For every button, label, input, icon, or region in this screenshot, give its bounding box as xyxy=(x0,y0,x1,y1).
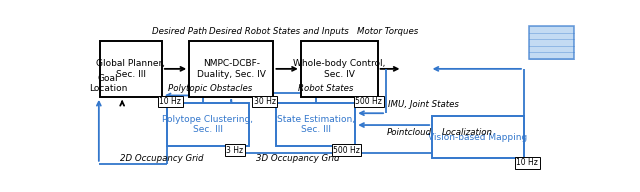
FancyBboxPatch shape xyxy=(167,103,249,146)
Text: Robot States: Robot States xyxy=(298,84,354,93)
FancyBboxPatch shape xyxy=(432,116,524,158)
Text: Vision-based Mapping: Vision-based Mapping xyxy=(428,133,527,142)
Text: Pointcloud: Pointcloud xyxy=(387,128,431,137)
FancyBboxPatch shape xyxy=(301,41,378,97)
Text: Global Planner,
Sec. III: Global Planner, Sec. III xyxy=(97,59,165,79)
Text: Polytope Clustering,
Sec. III: Polytope Clustering, Sec. III xyxy=(162,115,253,134)
Text: Desired Robot States and Inputs: Desired Robot States and Inputs xyxy=(209,27,348,36)
Text: 2D Occupancy Grid: 2D Occupancy Grid xyxy=(120,154,203,163)
Text: 3D Occupancy Grid: 3D Occupancy Grid xyxy=(256,154,340,163)
Text: State Estimation,
Sec. III: State Estimation, Sec. III xyxy=(276,115,355,134)
FancyBboxPatch shape xyxy=(529,26,573,59)
Text: Whole-body Control,
Sec. IV: Whole-body Control, Sec. IV xyxy=(293,59,385,79)
Text: Localization: Localization xyxy=(442,128,493,137)
FancyBboxPatch shape xyxy=(189,41,273,97)
Text: Motor Torques: Motor Torques xyxy=(357,27,418,36)
Text: Desired Path: Desired Path xyxy=(152,27,207,36)
Text: IMU, Joint States: IMU, Joint States xyxy=(388,100,458,109)
Text: 10 Hz: 10 Hz xyxy=(516,158,538,167)
Text: Goal
Location: Goal Location xyxy=(89,74,127,93)
Text: 10 Hz: 10 Hz xyxy=(159,97,181,106)
FancyBboxPatch shape xyxy=(100,41,162,97)
Text: NMPC-DCBF-
Duality, Sec. IV: NMPC-DCBF- Duality, Sec. IV xyxy=(197,59,266,79)
Text: Polytopic Obstacles: Polytopic Obstacles xyxy=(168,84,253,93)
FancyBboxPatch shape xyxy=(276,103,355,146)
Text: 3 Hz: 3 Hz xyxy=(227,146,243,155)
Text: 500 Hz: 500 Hz xyxy=(333,146,360,155)
Text: 500 Hz: 500 Hz xyxy=(355,97,382,106)
Text: 30 Hz: 30 Hz xyxy=(253,97,276,106)
